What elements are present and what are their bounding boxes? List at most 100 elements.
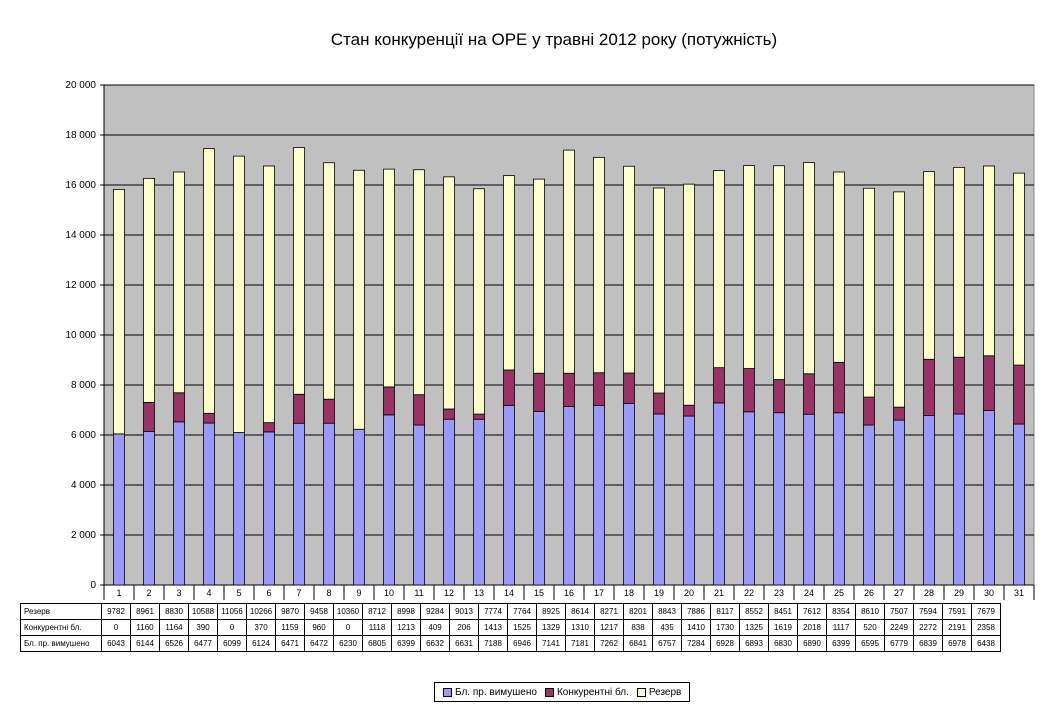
bar-segment [923,415,935,586]
table-cell: 8961 [130,603,160,620]
x-tick-label: 12 [444,588,454,598]
table-cell: 7591 [942,603,972,620]
table-cell: 0 [101,619,131,636]
bar-segment [773,165,785,380]
bar-segment [593,156,605,374]
table-cell: 6893 [739,635,769,652]
table-cell: 2358 [971,619,1001,636]
bar-segment [143,430,155,586]
bar-segment [803,373,815,415]
table-cell: 8830 [159,603,189,620]
table-cell: 6779 [884,635,914,652]
bar-segment [533,410,545,586]
table-cell: 1619 [768,619,798,636]
table-cell: 8552 [739,603,769,620]
bar-segment [773,379,785,414]
table-row: Резерв 9782 8961 8830 10588 11056 10266 9870 945… [20,603,1001,620]
y-tick-label: 4 000 [71,480,96,491]
table-cell: 6144 [130,635,160,652]
table-cell: 960 [304,619,334,636]
table-cell: 8712 [362,603,392,620]
x-tick-label: 11 [414,588,423,598]
table-row: Конкурентні бл. 0 1160 1164 390 0 370 1159 960 0 1… [20,619,1001,636]
table-cell: 2018 [797,619,827,636]
table-row-label: Бл. пр. вимушено [20,635,102,652]
table-cell: 6477 [188,635,218,652]
x-tick-label: 4 [206,588,211,598]
bar-segment [833,361,845,414]
table-cell: 8451 [768,603,798,620]
x-tick-label: 31 [1014,588,1024,598]
bar-segment [173,392,185,423]
bar-segment [563,406,575,586]
table-cell: 1160 [130,619,160,636]
table-cell: 6595 [855,635,885,652]
bar-segment [443,418,455,586]
bar-segment [923,171,935,360]
table-cell: 1325 [739,619,769,636]
table-cell: 2191 [942,619,972,636]
x-tick-label: 13 [474,588,484,598]
bar-segment [953,166,965,358]
table-cell: 8610 [855,603,885,620]
table-cell: 1730 [710,619,740,636]
x-tick-label: 18 [624,588,634,598]
table-cell: 8271 [594,603,624,620]
bar-segment [383,414,395,586]
bar-segment [413,169,425,396]
table-cell: 7764 [507,603,537,620]
bar-segment [1013,423,1025,586]
bar-segment [953,413,965,586]
table-cell: 8998 [391,603,421,620]
x-tick-label: 20 [684,588,694,598]
x-tick-label: 14 [504,588,514,598]
bar-segment [563,372,575,407]
bar-segment [893,406,905,421]
y-tick-label: 20 000 [65,80,96,91]
bar-segment [683,404,695,417]
x-tick-label: 26 [864,588,874,598]
bar-segment [413,394,425,426]
bar-segment [653,187,665,394]
bar-segment [263,422,275,433]
bar-segment [233,155,245,433]
bar-segment [233,432,245,586]
x-tick-label: 19 [654,588,664,598]
bar-segment [863,396,875,426]
table-cell: 6399 [826,635,856,652]
bar-segment [983,410,995,586]
legend-swatch [443,687,452,697]
table-cell: 6757 [652,635,682,652]
bar-segment [473,188,485,415]
bar-segment [503,404,515,586]
table-cell: 1217 [594,619,624,636]
table-cell: 6099 [217,635,247,652]
table-cell: 8925 [536,603,566,620]
table-cell: 1159 [275,619,305,636]
bar-segment [893,419,905,586]
legend-label: Конкурентні бл. [556,686,629,698]
table-cell: 2249 [884,619,914,636]
table-cell: 6399 [391,635,421,652]
table-cell: 8354 [826,603,856,620]
bar-segment [323,398,335,424]
x-tick-label: 21 [714,588,724,598]
table-cell: 1164 [159,619,189,636]
bar-segment [533,372,545,412]
table-cell: 1329 [536,619,566,636]
legend-item: Конкурентні бл. [544,686,629,698]
bar-segment [443,176,455,410]
data-table: Резерв 9782 8961 8830 10588 11056 10266 9870 945… [20,603,1001,652]
bar-segment [833,412,845,586]
bar-segment [473,413,485,420]
bar-segment [293,147,305,395]
bar-segment [383,168,395,388]
y-tick-label: 0 [90,580,96,591]
table-cell: 6946 [507,635,537,652]
bar-segment [863,424,875,586]
bar-segment [623,403,635,586]
bar-segment [503,175,515,371]
table-cell: 1525 [507,619,537,636]
bar-segment [1013,364,1025,425]
table-cell: 1213 [391,619,421,636]
